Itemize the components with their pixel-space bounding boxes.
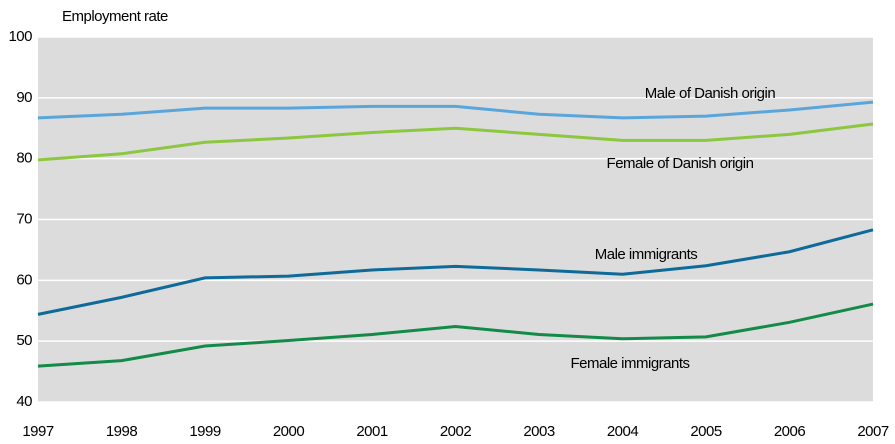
x-tick-label: 2001 — [356, 423, 388, 440]
series-label: Male of Danish origin — [645, 85, 776, 102]
x-tick-label: 2007 — [857, 423, 889, 440]
x-tick-label: 1998 — [106, 423, 138, 440]
y-tick-label: 80 — [16, 150, 32, 167]
series-line — [37, 122, 874, 162]
series-line — [37, 228, 874, 316]
y-axis-label: Employment rate — [62, 8, 168, 25]
series-line — [37, 302, 874, 368]
y-tick-label: 100 — [8, 28, 32, 45]
y-tick-label: 40 — [16, 393, 32, 410]
y-tick-label: 50 — [16, 332, 32, 349]
series-label: Female immigrants — [570, 355, 689, 372]
y-tick-label: 90 — [16, 89, 32, 106]
y-tick-label: 70 — [16, 210, 32, 227]
x-tick-label: 2004 — [607, 423, 639, 440]
x-tick-label: 2000 — [273, 423, 305, 440]
x-tick-label: 2005 — [690, 423, 722, 440]
x-tick-label: 1997 — [22, 423, 54, 440]
y-tick-label: 60 — [16, 271, 32, 288]
series-line — [37, 100, 874, 120]
x-tick-label: 1999 — [189, 423, 221, 440]
x-tick-label: 2002 — [440, 423, 472, 440]
x-tick-label: 2003 — [523, 423, 555, 440]
series-label: Male immigrants — [595, 246, 698, 263]
series-label: Female of Danish origin — [607, 155, 754, 172]
x-tick-label: 2006 — [774, 423, 806, 440]
